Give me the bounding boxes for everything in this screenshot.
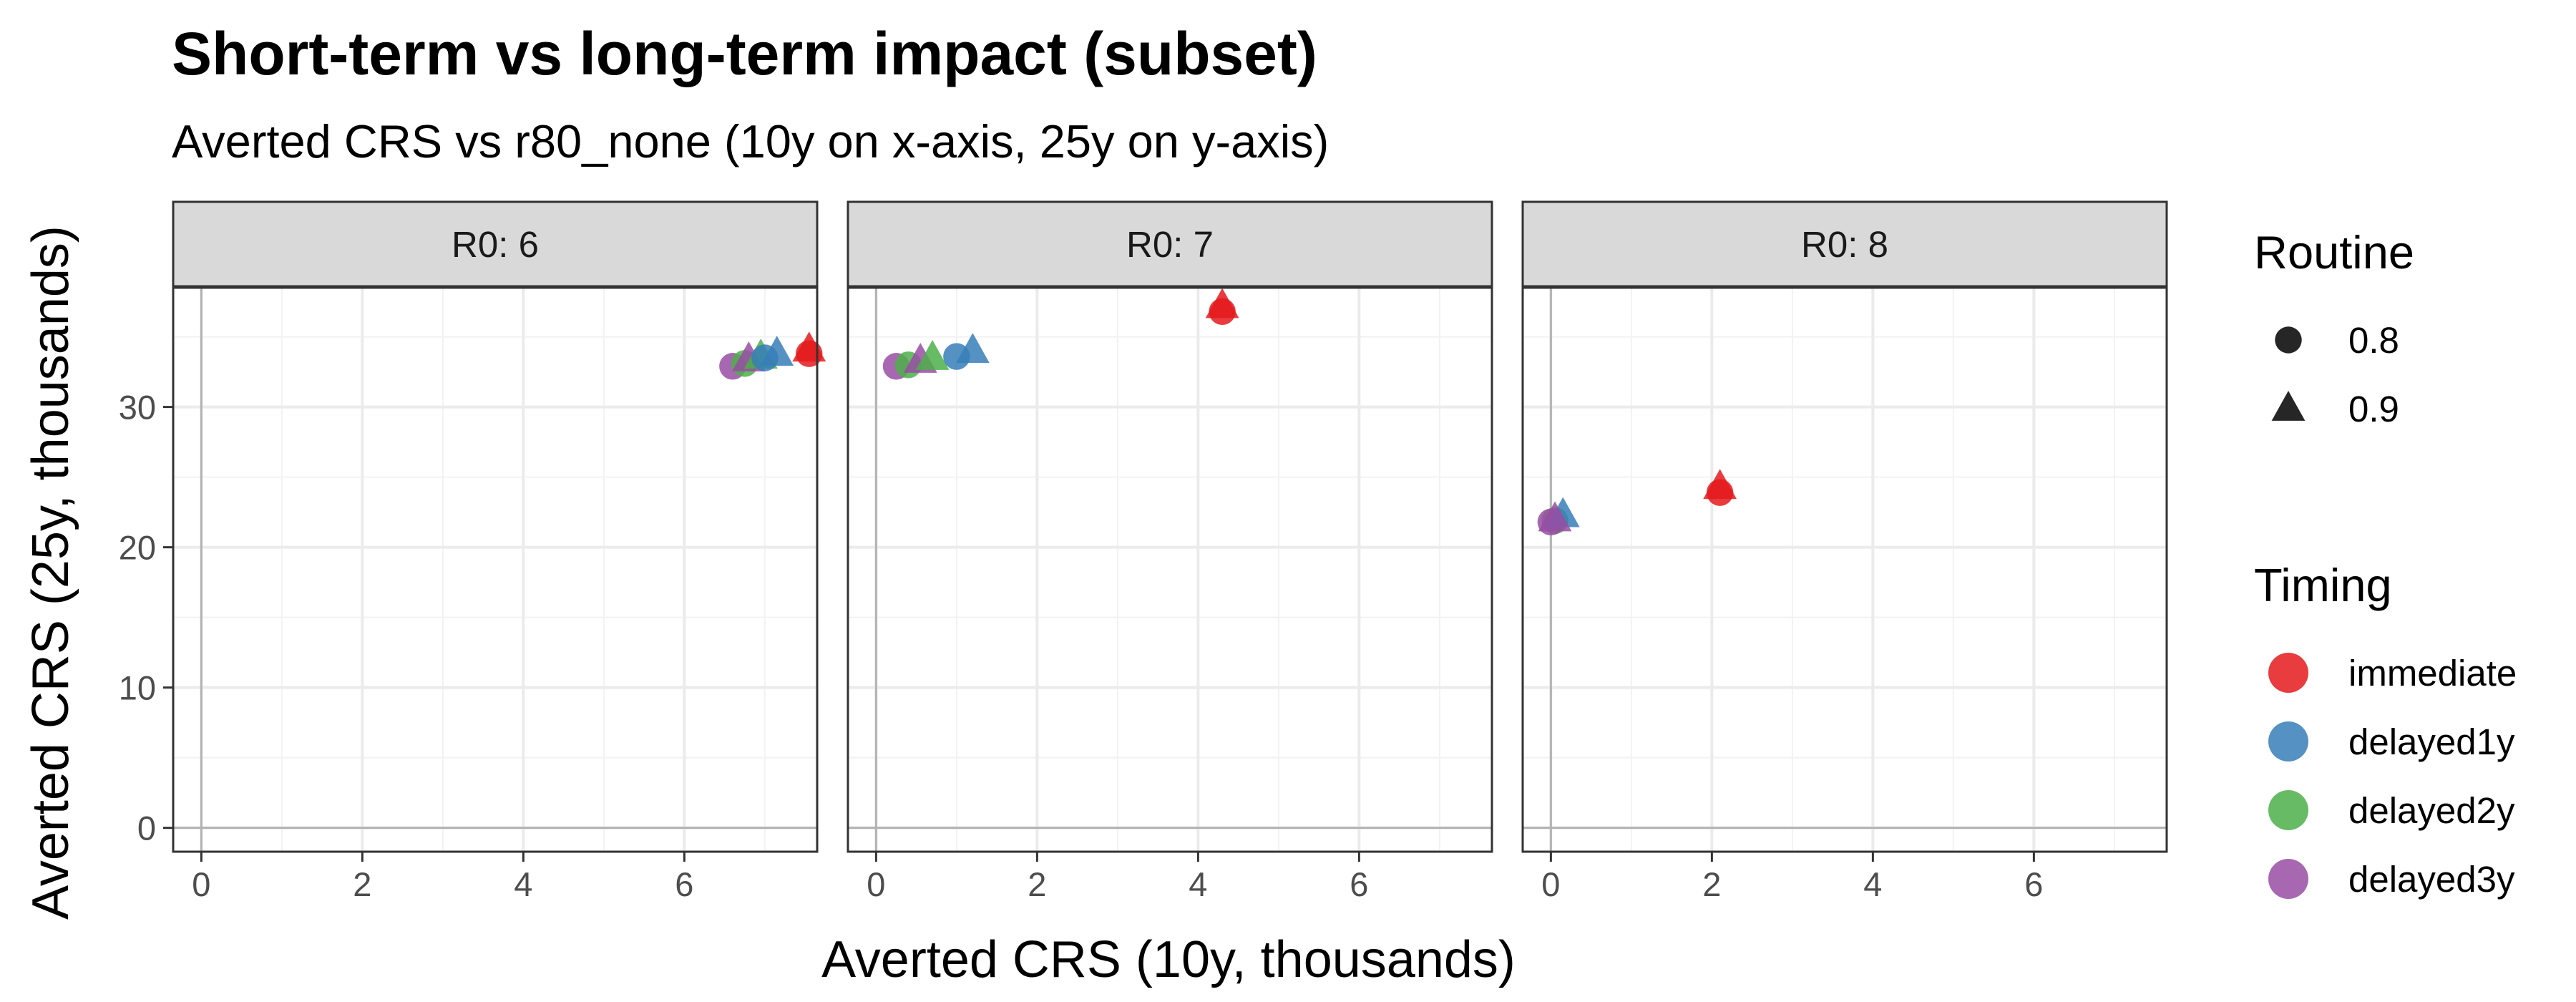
facet-strip [1521, 200, 2168, 288]
x-tick-label: 2 [1702, 865, 1721, 903]
y-tick-label: 0 [137, 809, 156, 847]
chart-title: Short-term vs long-term impact (subset) [172, 20, 1317, 87]
panel-border [172, 286, 819, 853]
panel-background [848, 288, 1492, 852]
x-tick-label: 2 [353, 865, 371, 903]
facet-strip [172, 200, 819, 288]
facet-strip [847, 200, 1493, 288]
chart-subtitle: Averted CRS vs r80_none (10y on x-axis, … [172, 115, 1329, 167]
legend-key [2275, 326, 2302, 354]
x-tick-label: 6 [1350, 865, 1368, 903]
legend-label: immediate [2348, 653, 2517, 694]
y-tick-label: 30 [119, 389, 156, 427]
legend-label: delayed2y [2348, 790, 2515, 831]
x-tick-label: 6 [2024, 865, 2043, 903]
data-point [1205, 288, 1239, 318]
data-point [1703, 469, 1737, 500]
data-point [760, 336, 794, 366]
x-tick-label: 6 [675, 865, 693, 903]
facet-label: R0: 7 [1126, 224, 1214, 265]
legend: Routine 0.8 0.9 Timing immediate delayed1y del… [2254, 226, 2517, 900]
y-tick-label: 10 [119, 669, 156, 707]
x-tick-label: 0 [1541, 865, 1560, 903]
legend-label: 0.8 [2348, 320, 2399, 361]
panel-border [847, 286, 1493, 853]
facet-panels: R0: 6 0 2 4 6 0 10 20 30 R0: 7 0 2 4 6 R0: 8 0 2 4 6 [119, 200, 2168, 903]
facet-label: R0: 6 [452, 224, 539, 265]
x-tick-label: 4 [514, 865, 532, 903]
panel-background [173, 288, 817, 852]
x-axis-label: Averted CRS (10y, thousands) [821, 931, 1516, 988]
facet-panel: R0: 6 0 2 4 6 0 10 20 30 [119, 200, 826, 903]
legend-key [2268, 721, 2308, 762]
legend-label: delayed1y [2348, 721, 2515, 762]
legend-label: delayed3y [2348, 859, 2515, 900]
data-point [915, 340, 950, 370]
x-tick-label: 4 [1189, 865, 1207, 903]
y-tick-label: 20 [119, 529, 156, 567]
legend-key [2268, 859, 2308, 899]
y-axis-label: Averted CRS (25y, thousands) [22, 225, 79, 920]
data-point [955, 333, 990, 364]
x-tick-label: 0 [867, 865, 885, 903]
legend-label: 0.9 [2348, 389, 2399, 429]
legend-key [2268, 790, 2308, 830]
x-tick-label: 0 [192, 865, 210, 903]
x-tick-label: 2 [1028, 865, 1046, 903]
legend-title-timing: Timing [2254, 559, 2392, 611]
panel-background [1523, 288, 2167, 852]
data-point [943, 343, 970, 370]
panel-border [1521, 286, 2168, 853]
facet-label: R0: 8 [1801, 224, 1888, 265]
legend-key [2268, 653, 2308, 693]
facet-panel: R0: 8 0 2 4 6 [1521, 200, 2168, 903]
legend-key [2271, 391, 2306, 421]
x-tick-label: 4 [1863, 865, 1882, 903]
legend-title-routine: Routine [2254, 226, 2414, 278]
facet-panel: R0: 7 0 2 4 6 [847, 200, 1493, 903]
data-point [1538, 501, 1572, 532]
